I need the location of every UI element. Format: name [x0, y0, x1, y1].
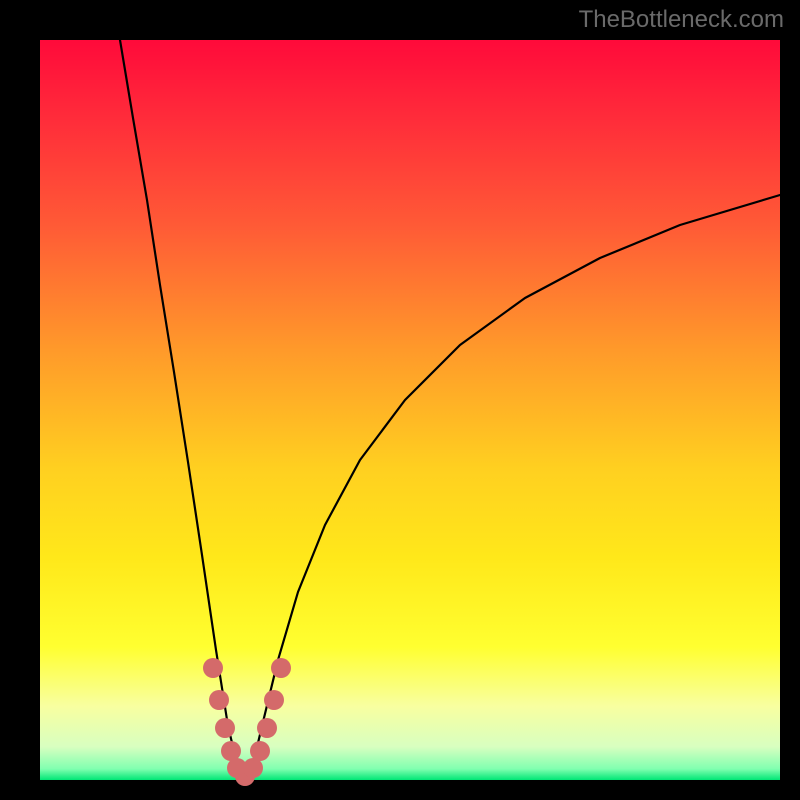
curve-marker — [271, 658, 291, 678]
curve-marker — [264, 690, 284, 710]
curve-marker — [250, 741, 270, 761]
curve-marker — [221, 741, 241, 761]
curve-marker — [257, 718, 277, 738]
chart-svg — [0, 0, 800, 800]
chart-container: TheBottleneck.com — [0, 0, 800, 800]
curve-marker — [203, 658, 223, 678]
plot-background — [40, 40, 780, 780]
watermark-text: TheBottleneck.com — [579, 6, 784, 34]
curve-marker — [209, 690, 229, 710]
curve-marker — [215, 718, 235, 738]
